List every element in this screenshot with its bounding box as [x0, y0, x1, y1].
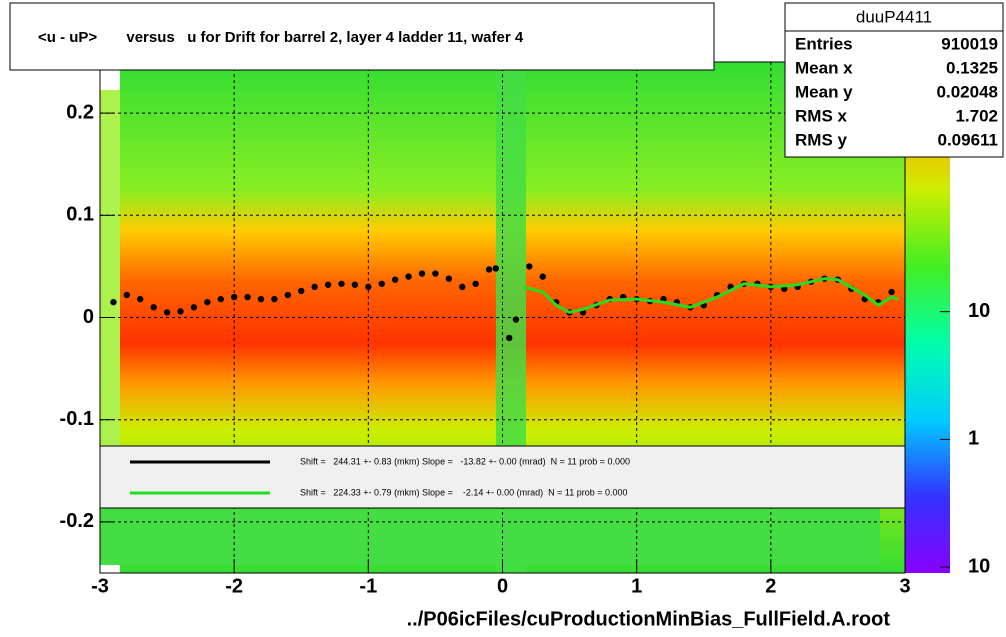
stats-label: Entries [795, 34, 853, 53]
heatmap-edge [100, 90, 120, 460]
y-tick-label: 0.2 [66, 101, 94, 123]
stats-title: duuP4411 [856, 7, 932, 26]
fit-line [522, 277, 899, 314]
data-point [190, 304, 198, 311]
x-tick-label: 0 [497, 575, 508, 597]
stats-label: RMS y [795, 130, 848, 149]
z-tick-label: 1 [968, 428, 979, 450]
y-tick-label: -0.2 [60, 510, 94, 532]
chart-title: <u - uP> versus u for Drift for barrel 2… [38, 29, 524, 46]
data-point [472, 280, 479, 287]
data-point [150, 304, 157, 311]
data-point [506, 334, 513, 342]
legend [99, 445, 906, 509]
data-point [110, 298, 117, 306]
stats-box [784, 2, 1004, 158]
stats-label: RMS x [795, 106, 848, 125]
stats-value: 0.1325 [946, 58, 998, 77]
data-point [492, 265, 499, 272]
x-tick-label: -1 [359, 575, 377, 597]
data-point [418, 270, 426, 277]
data-point [365, 283, 372, 291]
data-point [539, 273, 546, 280]
data-point [485, 266, 493, 273]
title-box [9, 2, 715, 71]
data-point [391, 276, 399, 283]
data-point [888, 288, 895, 296]
data-point [378, 280, 385, 287]
data-point [324, 281, 332, 288]
stats-value: 0.09611 [937, 130, 998, 149]
data-point [351, 281, 359, 288]
x-tick-label: -3 [91, 575, 109, 597]
data-point [459, 283, 466, 291]
data-point [432, 270, 439, 277]
data-point [230, 293, 238, 301]
data-point [163, 309, 171, 316]
data-point [526, 263, 533, 270]
data-point [137, 295, 144, 303]
legend-label: Shift = 224.33 +- 0.79 (mkm) Slope = -2.… [300, 487, 628, 497]
stats-value: 1.702 [955, 106, 998, 125]
data-point [244, 293, 251, 301]
heatmap-bottom [100, 508, 880, 565]
z-tick-label: 10 [968, 555, 990, 577]
x-tick-label: 1 [631, 575, 642, 597]
x-tick-label: 3 [899, 575, 910, 597]
data-point [405, 273, 412, 280]
stats-label: Mean y [795, 82, 853, 101]
x-tick-label: 2 [765, 575, 776, 597]
x-tick-label: -2 [225, 575, 243, 597]
stats-value: 910019 [941, 34, 998, 53]
data-point [204, 298, 211, 306]
data-point [177, 308, 184, 315]
legend-label: Shift = 244.31 +- 0.83 (mkm) Slope = -13… [300, 456, 630, 466]
data-point [284, 291, 292, 299]
y-tick-label: -0.1 [60, 408, 94, 430]
data-point [298, 287, 305, 295]
data-point [512, 316, 520, 323]
data-point [445, 275, 453, 282]
data-point [123, 291, 131, 299]
data-point [257, 295, 265, 303]
data-point [338, 280, 345, 287]
stats-label: Mean x [795, 58, 853, 77]
x-axis-label: ../P06icFiles/cuProductionMinBias_FullFi… [407, 608, 891, 630]
y-tick-label: 0.1 [66, 204, 94, 226]
z-tick-label: 10 [968, 300, 990, 322]
stats-value: 0.02048 [937, 82, 998, 101]
data-point [311, 283, 318, 291]
data-point [217, 295, 224, 303]
data-point [271, 295, 278, 303]
y-tick-label: 0 [83, 306, 94, 328]
